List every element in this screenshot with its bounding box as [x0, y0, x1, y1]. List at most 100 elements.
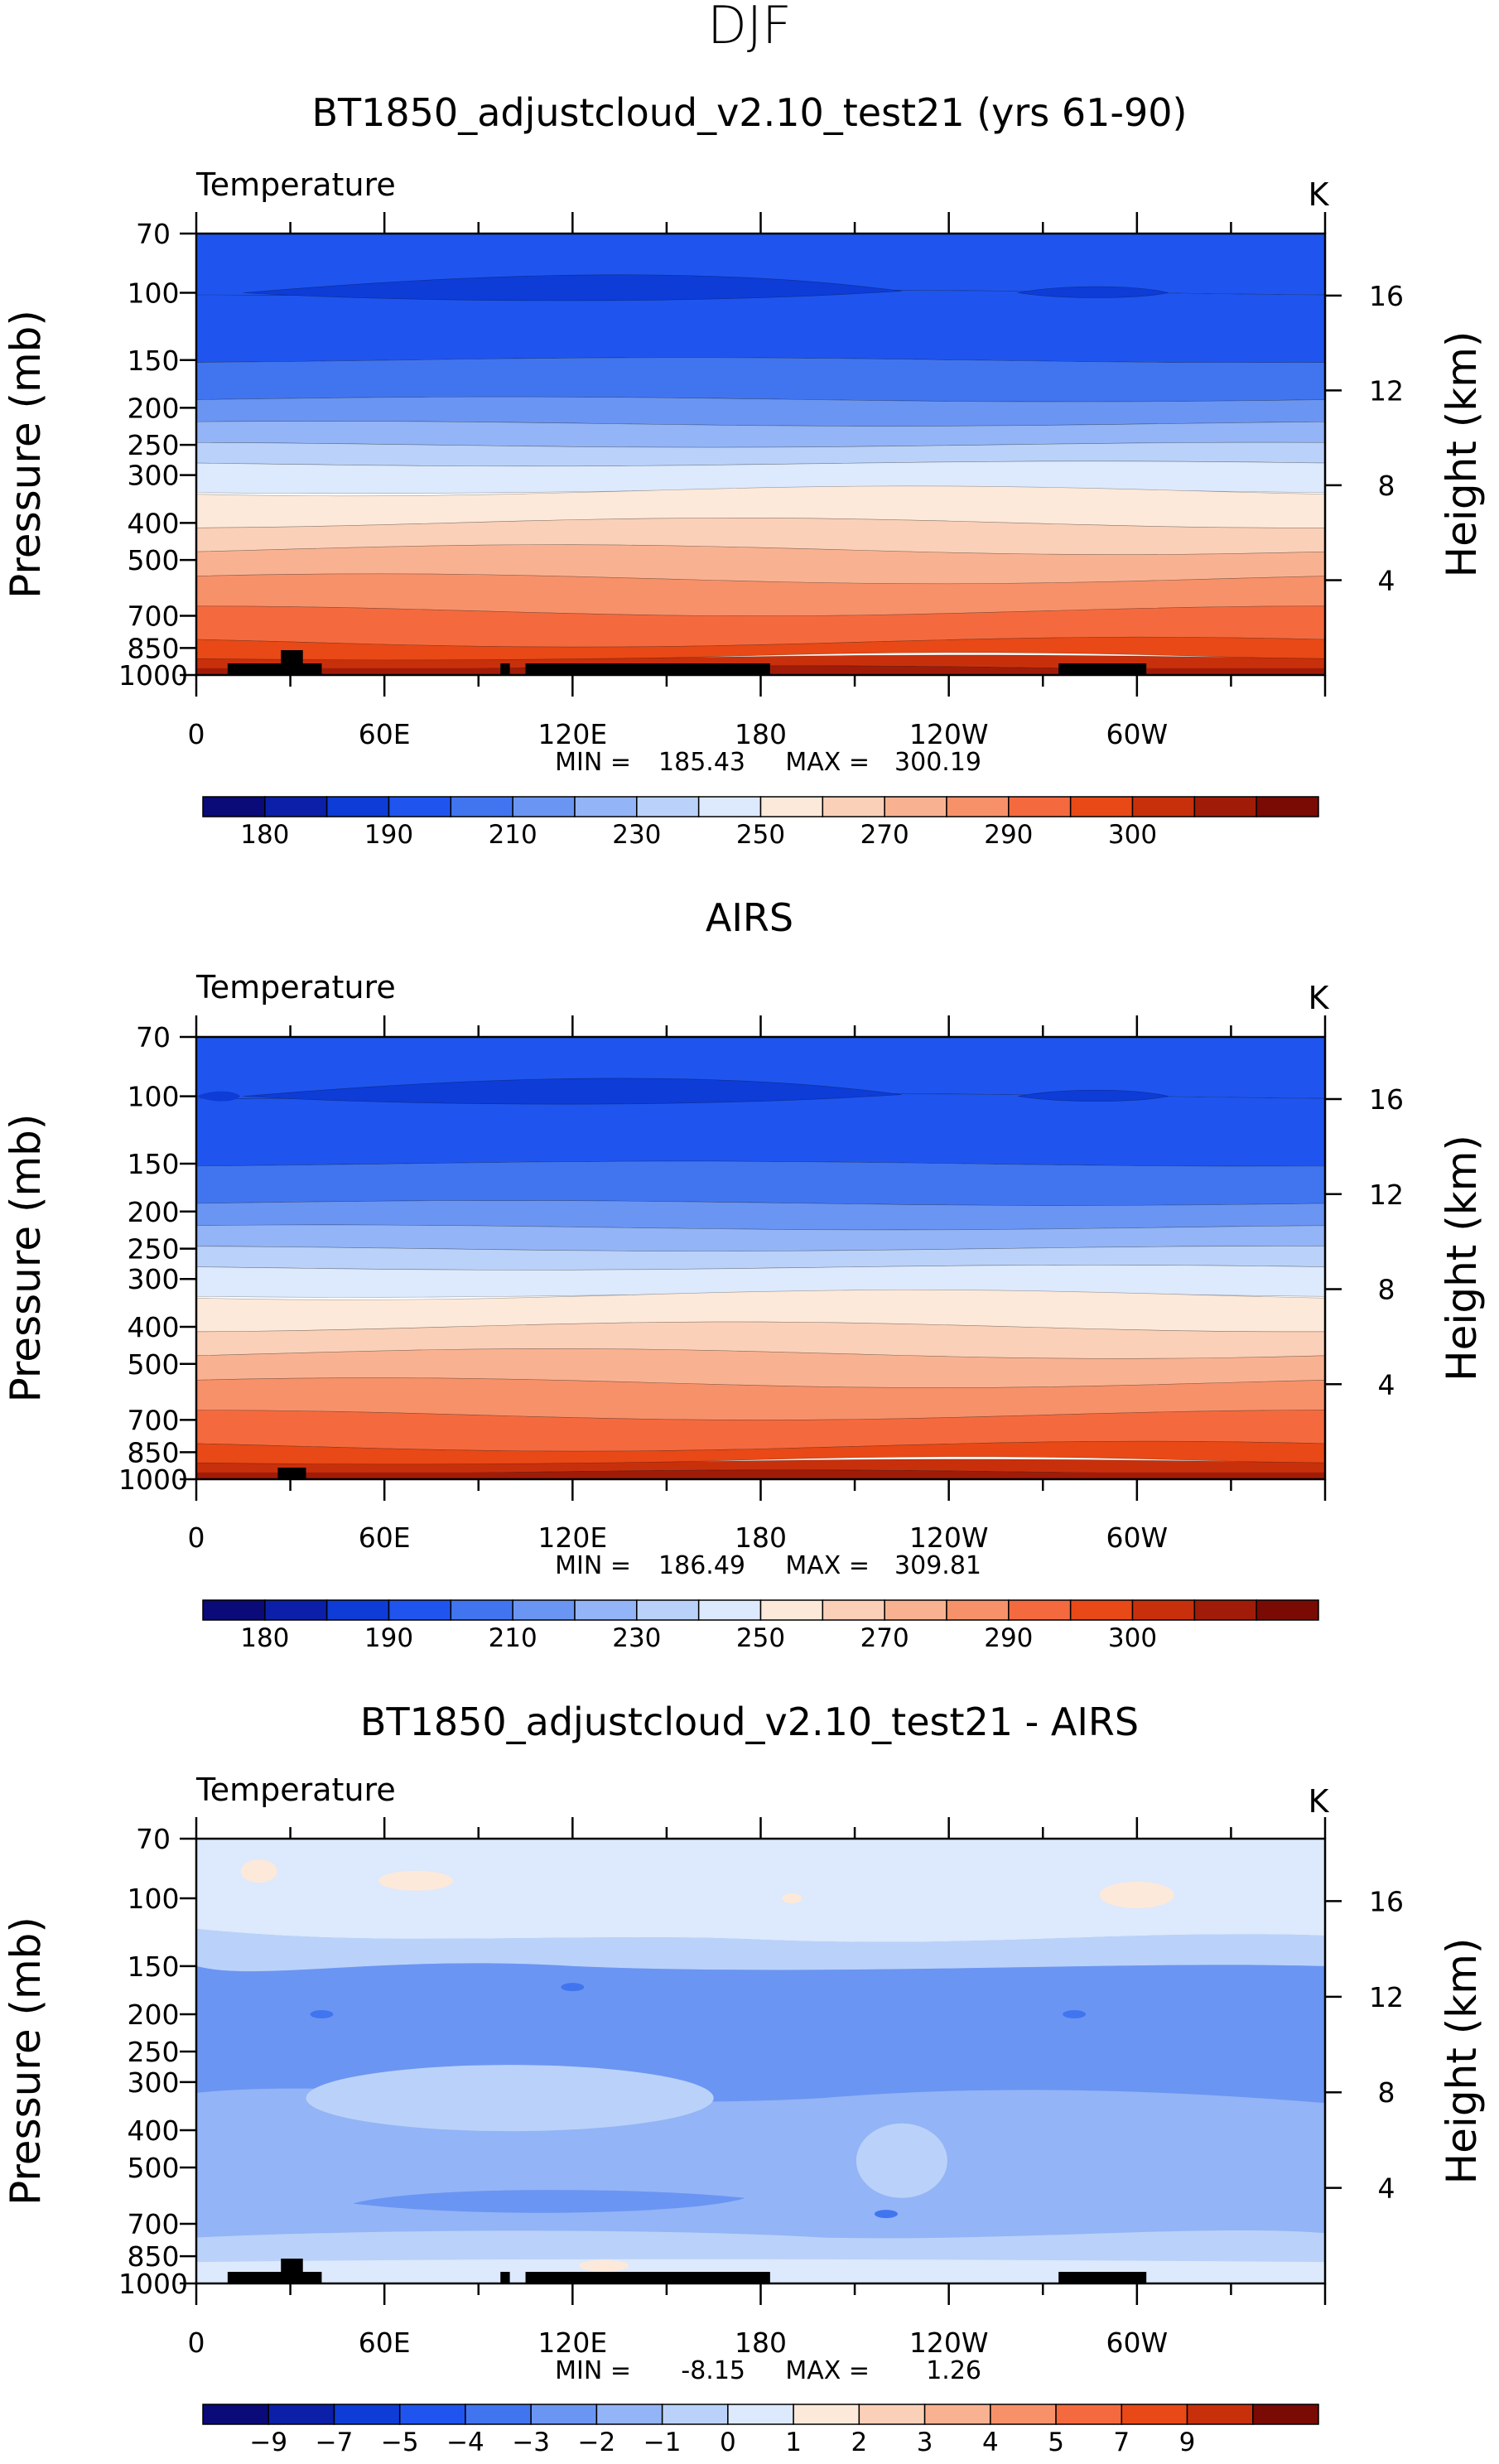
panel-title: BT1850_adjustcloud_v2.10_test21 (yrs 61-… [311, 90, 1187, 135]
colorbar-swatch [1121, 2404, 1188, 2425]
y-tick-label: 500 [128, 1348, 180, 1381]
colorbar-swatch [325, 796, 390, 817]
colorbar: −9 −7 −5 −4 −3 −2 −1 0 1 2 3 4 5 7 9 [202, 2404, 1319, 2457]
colorbar-tick-label: 190 [364, 1623, 413, 1653]
min-label: MIN = [555, 1551, 631, 1580]
colorbar-swatch [574, 796, 638, 817]
colorbar-swatch [1069, 796, 1134, 817]
contour-band [196, 1265, 1325, 1298]
units-label: K [1309, 980, 1330, 1016]
colorbar-swatch [636, 796, 700, 817]
contour-band [196, 1246, 1325, 1271]
contour-band [1063, 2009, 1087, 2018]
colorbar-swatch [858, 2404, 926, 2425]
y2-tick-label: 12 [1369, 1981, 1404, 2013]
y-tick-label: 400 [128, 1311, 180, 1343]
colorbar-swatch [759, 1599, 824, 1621]
units-label: K [1309, 1783, 1330, 1820]
y-tick-label: 200 [128, 392, 180, 424]
x-tick-label: 60E [359, 1521, 411, 1554]
y-tick-label: 400 [128, 2114, 180, 2147]
y2-tick-label: 8 [1378, 2076, 1395, 2109]
panel-3: BT1850_adjustcloud_v2.10_test21 - AIRS Te… [2, 1700, 1486, 2457]
topography-mask [525, 663, 770, 675]
y-tick-label: 700 [128, 600, 180, 633]
colorbar-swatch [574, 1599, 638, 1621]
y-tick-label: 200 [128, 1999, 180, 2031]
colorbar-tick-label: 0 [720, 2428, 736, 2457]
colorbar-swatch [1055, 2404, 1123, 2425]
contour-band [353, 2190, 745, 2213]
colorbar-tick-label: 5 [1048, 2428, 1064, 2457]
colorbar-swatch [1256, 796, 1319, 817]
colorbar-swatch [512, 1599, 576, 1621]
contour-band [196, 1377, 1325, 1420]
contour-band [1099, 1881, 1174, 1908]
contour-band [196, 1321, 1325, 1359]
colorbar-tick-label: 290 [984, 1623, 1033, 1653]
colorbar-tick-label: −3 [512, 2428, 550, 2457]
x-tick-label: 120E [537, 718, 607, 750]
y-tick-label: 1000 [118, 659, 188, 692]
colorbar-tick-label: −2 [578, 2428, 616, 2457]
topography-mask [500, 663, 510, 675]
y2-tick-label: 4 [1378, 564, 1395, 596]
y2-tick-label: 12 [1369, 374, 1404, 407]
y-tick-label: 850 [128, 2240, 180, 2273]
y-axis-title: Pressure (mb) [2, 1114, 50, 1403]
y2-axis-title: Height (km) [1438, 1135, 1486, 1381]
colorbar-tick-label: −5 [381, 2428, 419, 2457]
colorbar-swatch [268, 2404, 335, 2425]
colorbar-tick-label: 2 [851, 2428, 867, 2457]
y-tick-label: 1000 [118, 2268, 188, 2300]
topography-mask [500, 2272, 510, 2283]
min-value: -8.15 [681, 2356, 745, 2385]
min-value: 185.43 [658, 748, 745, 777]
colorbar-tick-label: 290 [984, 820, 1033, 850]
y2-tick-label: 16 [1369, 280, 1404, 312]
y-tick-label: 300 [128, 1263, 180, 1295]
y-tick-label: 700 [128, 2208, 180, 2240]
variable-label: Temperature [195, 166, 396, 203]
y-tick-label: 100 [128, 1883, 180, 1915]
contour-band [306, 2065, 714, 2132]
x-tick-label: 60W [1106, 1521, 1169, 1554]
x-tick-label: 60E [359, 718, 411, 750]
contour-band [196, 1459, 1325, 1476]
colorbar-tick-label: 190 [364, 820, 413, 850]
contour-band [196, 1348, 1325, 1388]
colorbar-tick-label: 180 [240, 820, 289, 850]
colorbar-swatch [1008, 1599, 1072, 1621]
contour-band [196, 460, 1325, 494]
colorbar-tick-label: 9 [1179, 2428, 1196, 2457]
colorbar-tick-label: 300 [1108, 820, 1157, 850]
y2-tick-label: 16 [1369, 1885, 1404, 1917]
colorbar-tick-label: 230 [612, 820, 661, 850]
contour-band [196, 1160, 1325, 1206]
contour-band [196, 396, 1325, 427]
y-tick-label: 100 [128, 1081, 180, 1113]
y-tick-label: 250 [128, 429, 180, 461]
contour-band [1017, 286, 1169, 298]
colorbar-tick-label: 210 [489, 820, 537, 850]
colorbar-tick-label: 270 [860, 1623, 909, 1653]
units-label: K [1309, 176, 1330, 213]
max-label: MAX = [785, 1551, 870, 1580]
colorbar-swatch [697, 796, 762, 817]
colorbar-swatch [388, 796, 452, 817]
y-tick-label: 400 [128, 507, 180, 539]
contour-band [196, 1093, 1325, 1167]
y-tick-label: 300 [128, 2066, 180, 2099]
y-axis-title: Pressure (mb) [2, 1917, 50, 2206]
variable-label: Temperature [195, 969, 396, 1005]
colorbar-tick-label: −1 [643, 2428, 682, 2457]
x-tick-label: 0 [188, 1521, 205, 1554]
colorbar-tick-label: 230 [612, 1623, 661, 1653]
colorbar-tick-label: 1 [785, 2428, 802, 2457]
contour-band [196, 421, 1325, 448]
y2-tick-label: 12 [1369, 1179, 1404, 1211]
contour-band [196, 1200, 1325, 1231]
max-label: MAX = [785, 748, 870, 777]
colorbar-swatch [1193, 1599, 1257, 1621]
contour-band [243, 274, 902, 301]
